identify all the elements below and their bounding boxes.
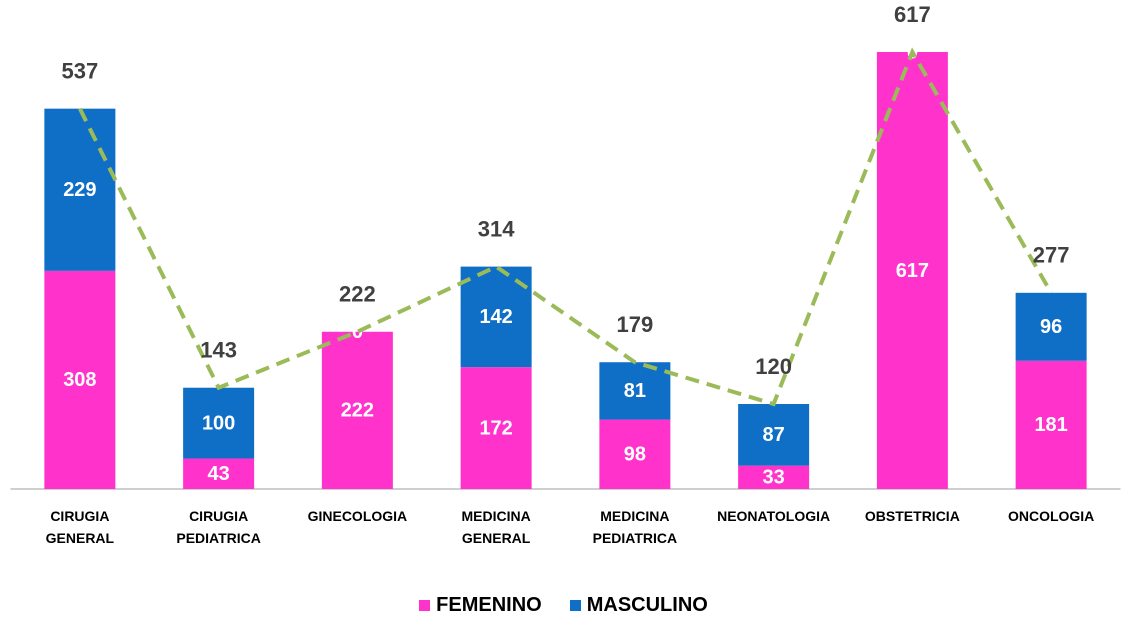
data-label: 617 [896, 260, 929, 282]
total-label: 120 [755, 354, 792, 379]
data-label: 33 [763, 467, 785, 489]
bar-segment [460, 367, 532, 489]
legend-item: MASCULINO [569, 594, 708, 617]
legend: FEMENINO MASCULINO [0, 594, 1127, 617]
data-label: 43 [208, 463, 230, 485]
bar-segment [1015, 292, 1087, 361]
bar-segment [738, 404, 810, 466]
data-label: 87 [763, 424, 785, 446]
total-line [78, 47, 1053, 407]
x-tick-label: CIRUGIA GENERAL [45, 508, 115, 546]
data-label: 172 [479, 417, 512, 439]
bar-segment [599, 419, 671, 489]
total-label: 222 [339, 282, 376, 307]
bar-segment [876, 52, 948, 489]
x-tick-label: OBSTETRICIA [864, 508, 960, 524]
legend-swatch [419, 600, 431, 611]
total-label: 617 [894, 2, 931, 27]
total-label: 537 [62, 58, 99, 83]
data-label: 222 [341, 400, 374, 422]
legend-swatch [569, 600, 581, 611]
bar-segment [44, 270, 116, 489]
data-label: 0 [352, 321, 363, 343]
bar-segment [321, 331, 393, 489]
bar-segment [599, 362, 671, 420]
data-label: 96 [1040, 316, 1062, 338]
data-label: 308 [63, 369, 96, 391]
bar-segment [44, 108, 116, 271]
total-label: 277 [1033, 243, 1070, 268]
legend-item: FEMENINO [419, 594, 542, 617]
total-label: 179 [617, 312, 654, 337]
bar-segment [1015, 360, 1087, 489]
x-tick-label: CIRUGIA PEDIATRICA [176, 508, 261, 546]
x-tick-label: GINECOLOGIA [307, 508, 408, 524]
data-label: 229 [63, 179, 96, 201]
x-tick-label: ONCOLOGIA [1007, 508, 1095, 524]
legend-label: FEMENINO [436, 594, 542, 616]
bar-segment [183, 387, 255, 459]
data-label: 181 [1034, 414, 1067, 436]
x-tick-label: NEONATOLOGIA [717, 508, 831, 524]
total-label: 143 [200, 338, 237, 363]
legend-label: MASCULINO [586, 594, 708, 616]
data-label: 98 [624, 444, 646, 466]
x-tick-label: MEDICINA PEDIATRICA [592, 508, 678, 546]
bar-segment [738, 465, 810, 489]
data-label: 81 [624, 380, 646, 402]
x-tick-label: MEDICINA GENERAL [461, 508, 531, 546]
data-label: 142 [479, 306, 512, 328]
bar-segment [183, 458, 255, 489]
total-label: 314 [478, 216, 515, 241]
data-label: 100 [202, 412, 235, 434]
